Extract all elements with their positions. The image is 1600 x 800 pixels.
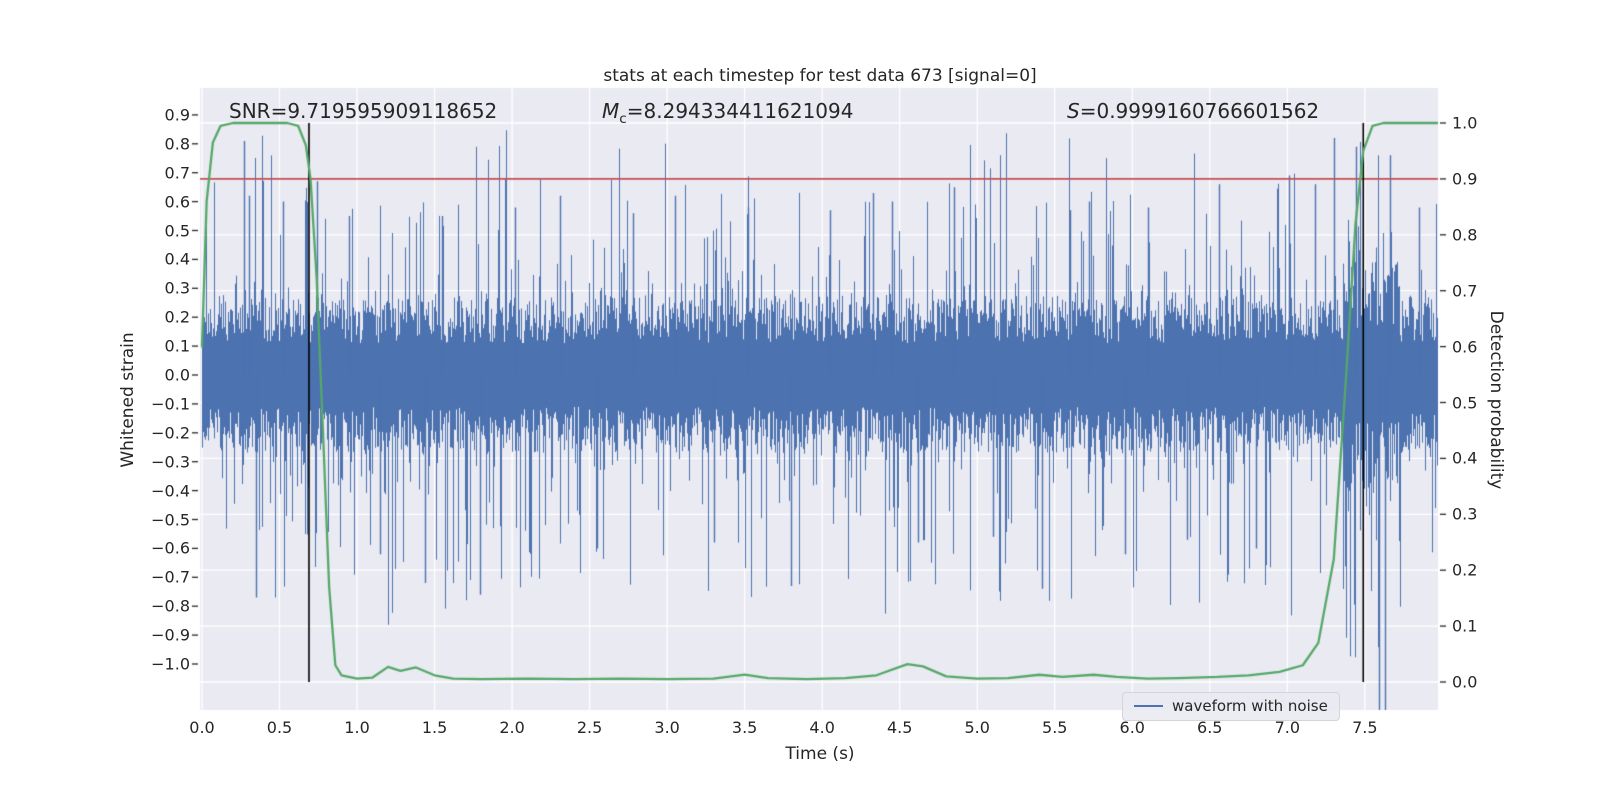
left-y-tick-label: 0.1 [164, 336, 190, 356]
x-tick-label: 3.0 [654, 718, 680, 737]
x-tick-label: 2.0 [499, 718, 525, 737]
right-y-tick-label: 0.2 [1452, 560, 1478, 580]
x-tick-label: 7.0 [1274, 718, 1301, 737]
legend-line-swatch [1134, 705, 1163, 707]
x-axis-label: Time (s) [785, 744, 855, 764]
left-y-tick-label: −0.8 [151, 596, 190, 616]
left-y-tick-label: 0.0 [164, 365, 190, 385]
right-y-tick-label: 0.9 [1452, 169, 1478, 189]
x-tick-label: 0.5 [266, 718, 293, 737]
x-tick-label: 2.5 [576, 718, 603, 737]
left-y-tick-label: −0.5 [151, 510, 190, 529]
snr-annotation: SNR=9.719595909118652 [229, 99, 497, 123]
x-tick-label: 1.0 [344, 718, 370, 737]
left-y-tick-label: 0.2 [164, 307, 190, 327]
s-symbol: S [1067, 99, 1080, 123]
left-y-tick-label: −0.6 [151, 538, 190, 558]
equals-sign: = [626, 99, 644, 123]
right-y-axis-label: Detection probability [1486, 310, 1506, 490]
mc-symbol: M [602, 99, 620, 123]
score-annotation: S=0.9999160766601562 [1067, 99, 1319, 123]
x-tick-label: 4.0 [809, 718, 835, 737]
x-tick-label: 5.0 [964, 718, 990, 737]
left-y-tick-label: −0.1 [151, 394, 190, 414]
x-tick-label: 4.5 [886, 718, 913, 737]
right-y-tick-label: 0.1 [1452, 616, 1478, 636]
right-y-tick-label: 0.8 [1452, 225, 1478, 245]
legend: waveform with noise [1122, 692, 1340, 721]
left-y-tick-label: 0.7 [164, 163, 190, 183]
equals-sign: = [1079, 99, 1097, 123]
x-tick-label: 1.5 [421, 718, 448, 737]
right-y-tick-label: 0.4 [1452, 448, 1478, 468]
mc-subscript: c [619, 111, 627, 127]
legend-label: waveform with noise [1172, 697, 1328, 715]
right-y-tick-label: 0.5 [1452, 393, 1478, 412]
left-y-tick-label: 0.4 [164, 249, 190, 269]
left-y-tick-label: −0.4 [151, 481, 190, 501]
left-y-tick-label: −1.0 [151, 654, 190, 674]
left-y-axis-label: Whitened strain [118, 332, 138, 468]
snr-label: SNR [229, 99, 271, 123]
left-y-tick-label: 0.3 [164, 278, 190, 298]
left-y-tick-label: 0.5 [164, 221, 190, 240]
left-y-tick-label: 0.8 [164, 134, 190, 154]
right-y-tick-label: 1.0 [1452, 113, 1478, 133]
left-y-tick-label: −0.2 [151, 423, 190, 443]
left-y-tick-label: −0.9 [151, 625, 190, 645]
right-y-tick-label: 0.7 [1452, 281, 1478, 301]
chart-title: stats at each timestep for test data 673… [603, 66, 1037, 86]
x-tick-label: 6.5 [1197, 718, 1223, 737]
x-tick-label: 3.5 [731, 718, 758, 737]
x-tick-label: 5.5 [1042, 718, 1068, 737]
right-y-tick-label: 0.6 [1452, 337, 1478, 357]
left-y-tick-label: 0.6 [164, 192, 190, 212]
left-y-tick-label: −0.3 [151, 452, 190, 472]
x-tick-label: 6.0 [1119, 718, 1145, 737]
right-y-tick-label: 0.0 [1452, 672, 1478, 692]
chirp-mass-annotation: Mc=8.294334411621094 [602, 99, 853, 127]
s-value: 0.9999160766601562 [1096, 99, 1320, 123]
mc-value: 8.294334411621094 [643, 99, 854, 123]
x-tick-label: 7.5 [1352, 718, 1378, 737]
left-y-tick-label: −0.7 [151, 567, 190, 587]
right-y-tick-label: 0.3 [1452, 504, 1478, 524]
equals-sign: = [270, 99, 288, 123]
left-y-tick-label: 0.9 [164, 105, 190, 125]
x-tick-label: 0.0 [189, 718, 215, 737]
snr-value: 9.719595909118652 [287, 99, 498, 123]
